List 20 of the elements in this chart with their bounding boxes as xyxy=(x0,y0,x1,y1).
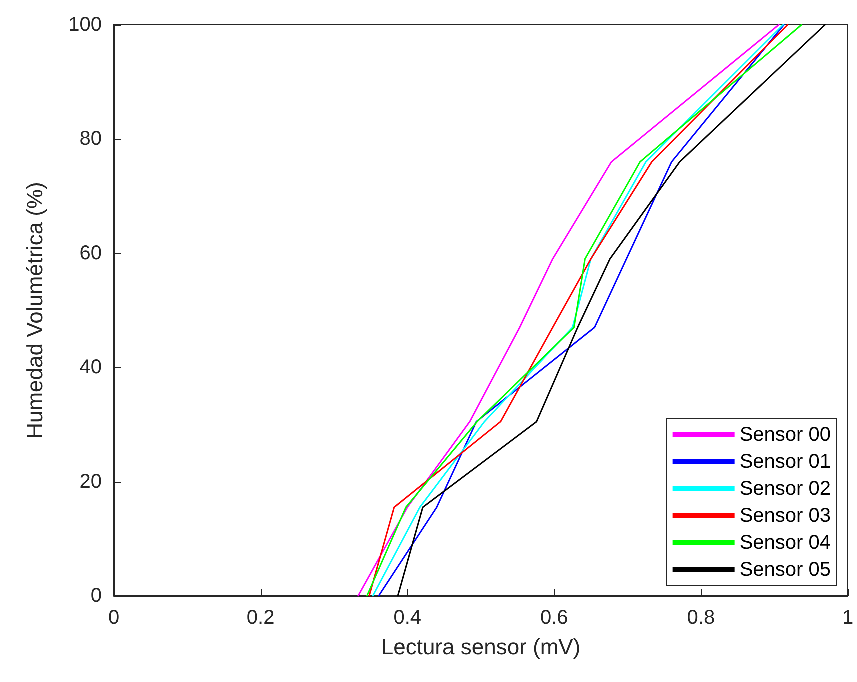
legend-label: Sensor 02 xyxy=(740,478,831,500)
x-tick-label: 0 xyxy=(108,607,120,629)
y-axis-title: Humedad Volumétrica (%) xyxy=(22,182,48,439)
x-tick-label: 0.4 xyxy=(394,607,422,629)
y-tick-label: 60 xyxy=(80,242,102,264)
legend-label: Sensor 01 xyxy=(740,451,831,473)
legend-label: Sensor 03 xyxy=(740,505,831,527)
legend-label: Sensor 05 xyxy=(740,559,831,581)
y-tick-label: 20 xyxy=(80,470,102,493)
y-tick-label: 0 xyxy=(90,585,102,607)
x-tick-label: 1 xyxy=(842,607,854,629)
x-tick-label: 0.2 xyxy=(246,607,275,629)
y-tick-label: 80 xyxy=(80,128,102,150)
legend-label: Sensor 04 xyxy=(740,532,831,554)
x-axis-title: Lectura sensor (mV) xyxy=(381,634,581,660)
x-tick-label: 0.6 xyxy=(540,607,568,629)
legend-label: Sensor 00 xyxy=(740,424,831,446)
y-tick-label: 40 xyxy=(80,356,102,379)
x-tick-label: 0.8 xyxy=(687,607,716,629)
y-tick-label: 100 xyxy=(68,14,102,36)
